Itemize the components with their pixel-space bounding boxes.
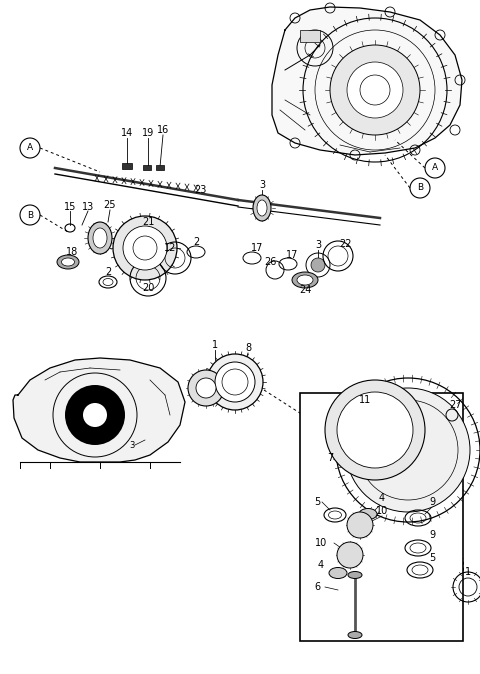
- Ellipse shape: [292, 272, 318, 288]
- Text: 2: 2: [105, 267, 111, 277]
- Text: 25: 25: [104, 200, 116, 210]
- Text: 1: 1: [465, 567, 471, 577]
- Bar: [143, 165, 151, 170]
- Text: 4: 4: [318, 560, 324, 570]
- Circle shape: [337, 542, 363, 568]
- Polygon shape: [272, 7, 462, 155]
- Ellipse shape: [61, 258, 74, 266]
- Text: 21: 21: [142, 217, 154, 227]
- Ellipse shape: [57, 255, 79, 269]
- Ellipse shape: [348, 632, 362, 638]
- Circle shape: [113, 216, 177, 280]
- Bar: [300, 393, 463, 641]
- Text: 17: 17: [286, 250, 298, 260]
- Ellipse shape: [329, 568, 347, 578]
- Text: 10: 10: [315, 538, 327, 548]
- Text: 18: 18: [66, 247, 78, 257]
- Text: 11: 11: [359, 395, 371, 405]
- Circle shape: [123, 226, 167, 270]
- Text: 9: 9: [429, 497, 435, 507]
- Bar: [300, 30, 320, 42]
- Text: 14: 14: [121, 128, 133, 138]
- Ellipse shape: [257, 200, 267, 216]
- Circle shape: [330, 45, 420, 135]
- Text: B: B: [417, 183, 423, 193]
- Ellipse shape: [253, 195, 271, 221]
- Circle shape: [347, 62, 403, 118]
- Bar: [156, 165, 164, 170]
- Text: 7: 7: [327, 453, 333, 463]
- Text: 3: 3: [259, 180, 265, 190]
- Text: 2: 2: [193, 237, 199, 247]
- Text: 5: 5: [429, 553, 435, 563]
- Text: A: A: [432, 164, 438, 173]
- Text: 20: 20: [142, 283, 154, 293]
- Text: 9: 9: [429, 530, 435, 540]
- Circle shape: [83, 403, 107, 427]
- Ellipse shape: [88, 222, 112, 254]
- Bar: [122, 163, 132, 169]
- Circle shape: [346, 388, 470, 512]
- Polygon shape: [13, 358, 185, 462]
- Text: 13: 13: [82, 202, 94, 212]
- Text: 6: 6: [314, 582, 320, 592]
- Text: 17: 17: [251, 243, 263, 253]
- Circle shape: [207, 354, 263, 410]
- Circle shape: [65, 385, 125, 445]
- Text: 12: 12: [164, 243, 176, 253]
- Ellipse shape: [297, 275, 313, 285]
- Text: 27: 27: [450, 400, 462, 410]
- Text: 4: 4: [379, 493, 385, 503]
- Text: 26: 26: [264, 257, 276, 267]
- Circle shape: [311, 258, 325, 272]
- Text: 3: 3: [315, 240, 321, 250]
- Text: 8: 8: [245, 343, 251, 353]
- Text: 19: 19: [142, 128, 154, 138]
- Ellipse shape: [93, 228, 107, 248]
- Text: 22: 22: [339, 239, 351, 249]
- Ellipse shape: [348, 572, 362, 578]
- Text: 3: 3: [129, 441, 135, 450]
- Text: 1: 1: [212, 340, 218, 350]
- Circle shape: [215, 362, 255, 402]
- Circle shape: [196, 378, 216, 398]
- Circle shape: [337, 392, 413, 468]
- Text: 10: 10: [376, 506, 388, 516]
- Circle shape: [347, 512, 373, 538]
- Text: 24: 24: [299, 285, 311, 295]
- Text: 5: 5: [314, 497, 320, 507]
- Ellipse shape: [359, 508, 377, 520]
- Circle shape: [325, 380, 425, 480]
- Text: B: B: [27, 210, 33, 220]
- Text: A: A: [27, 144, 33, 152]
- Text: 23: 23: [194, 185, 206, 195]
- Text: 15: 15: [64, 202, 76, 212]
- Text: 16: 16: [157, 125, 169, 135]
- Circle shape: [188, 370, 224, 406]
